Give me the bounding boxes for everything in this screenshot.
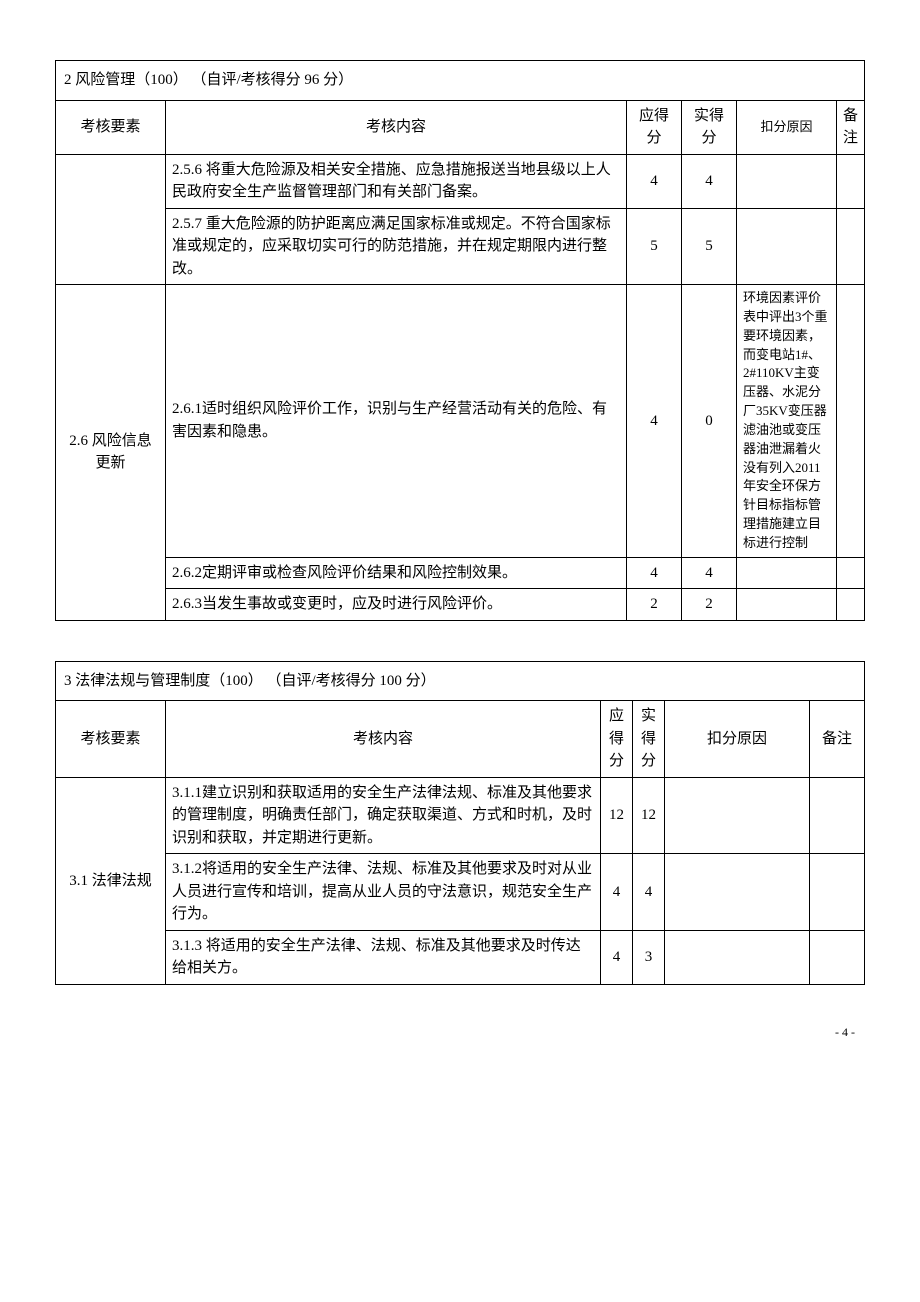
reason-cell (736, 154, 836, 208)
content-cell: 2.6.3当发生事故或变更时，应及时进行风险评价。 (166, 589, 627, 621)
reason-cell: 环境因素评价表中评出3个重要环境因素，而变电站1#、2#110KV主变压器、水泥… (736, 285, 836, 558)
header-should-score: 应得分 (626, 100, 681, 154)
header-actual-score: 实得分 (633, 701, 665, 778)
reason-cell (736, 589, 836, 621)
actual-score-cell: 0 (681, 285, 736, 558)
risk-management-table: 2 风险管理（100） （自评/考核得分 96 分） 考核要素 考核内容 应得分… (55, 60, 865, 621)
note-cell (836, 557, 864, 589)
content-cell: 2.5.6 将重大危险源及相关安全措施、应急措施报送当地县级以上人民政府安全生产… (166, 154, 627, 208)
reason-cell (736, 208, 836, 285)
header-reason: 扣分原因 (665, 701, 810, 778)
section-3-title: 3 法律法规与管理制度（100） （自评/考核得分 100 分） (56, 661, 865, 701)
header-actual-score: 实得分 (681, 100, 736, 154)
should-score-cell: 4 (601, 930, 633, 984)
should-score-cell: 2 (626, 589, 681, 621)
table-row: 3.1.2将适用的安全生产法律、法规、标准及其他要求及时对从业人员进行宣传和培训… (56, 854, 865, 931)
header-should-score: 应得分 (601, 701, 633, 778)
table-row: 2.6.2定期评审或检查风险评价结果和风险控制效果。 4 4 (56, 557, 865, 589)
note-cell (810, 777, 865, 854)
reason-cell (665, 777, 810, 854)
actual-score-cell: 12 (633, 777, 665, 854)
should-score-cell: 5 (626, 208, 681, 285)
content-cell: 3.1.1建立识别和获取适用的安全生产法律法规、标准及其他要求的管理制度，明确责… (166, 777, 601, 854)
should-score-cell: 4 (626, 285, 681, 558)
note-cell (836, 589, 864, 621)
content-cell: 2.6.2定期评审或检查风险评价结果和风险控制效果。 (166, 557, 627, 589)
note-cell (836, 154, 864, 208)
reason-cell (665, 854, 810, 931)
actual-score-cell: 4 (681, 154, 736, 208)
content-cell: 2.5.7 重大危险源的防护距离应满足国家标准或规定。不符合国家标准或规定的，应… (166, 208, 627, 285)
element-cell: 3.1 法律法规 (56, 777, 166, 984)
content-cell: 2.6.1适时组织风险评价工作，识别与生产经营活动有关的危险、有害因素和隐患。 (166, 285, 627, 558)
header-content: 考核内容 (166, 701, 601, 778)
should-score-cell: 4 (601, 854, 633, 931)
note-cell (810, 930, 865, 984)
header-note: 备注 (836, 100, 864, 154)
table-row: 3.1.3 将适用的安全生产法律、法规、标准及其他要求及时传达给相关方。 4 3 (56, 930, 865, 984)
element-cell: 2.6 风险信息更新 (56, 285, 166, 621)
reason-cell (736, 557, 836, 589)
should-score-cell: 12 (601, 777, 633, 854)
note-cell (836, 208, 864, 285)
header-note: 备注 (810, 701, 865, 778)
header-element: 考核要素 (56, 100, 166, 154)
section-2-title: 2 风险管理（100） （自评/考核得分 96 分） (56, 61, 865, 101)
should-score-cell: 4 (626, 557, 681, 589)
header-element: 考核要素 (56, 701, 166, 778)
actual-score-cell: 5 (681, 208, 736, 285)
actual-score-cell: 4 (681, 557, 736, 589)
content-cell: 3.1.3 将适用的安全生产法律、法规、标准及其他要求及时传达给相关方。 (166, 930, 601, 984)
table-row: 2.6 风险信息更新 2.6.1适时组织风险评价工作，识别与生产经营活动有关的危… (56, 285, 865, 558)
actual-score-cell: 3 (633, 930, 665, 984)
actual-score-cell: 2 (681, 589, 736, 621)
content-cell: 3.1.2将适用的安全生产法律、法规、标准及其他要求及时对从业人员进行宣传和培训… (166, 854, 601, 931)
element-cell (56, 154, 166, 285)
header-content: 考核内容 (166, 100, 627, 154)
should-score-cell: 4 (626, 154, 681, 208)
note-cell (836, 285, 864, 558)
table-row: 2.6.3当发生事故或变更时，应及时进行风险评价。 2 2 (56, 589, 865, 621)
table-row: 3.1 法律法规 3.1.1建立识别和获取适用的安全生产法律法规、标准及其他要求… (56, 777, 865, 854)
header-reason: 扣分原因 (736, 100, 836, 154)
table-row: 2.5.6 将重大危险源及相关安全措施、应急措施报送当地县级以上人民政府安全生产… (56, 154, 865, 208)
reason-cell (665, 930, 810, 984)
page-number: - 4 - (55, 1025, 865, 1040)
laws-regulations-table: 3 法律法规与管理制度（100） （自评/考核得分 100 分） 考核要素 考核… (55, 661, 865, 985)
note-cell (810, 854, 865, 931)
table-row: 2.5.7 重大危险源的防护距离应满足国家标准或规定。不符合国家标准或规定的，应… (56, 208, 865, 285)
actual-score-cell: 4 (633, 854, 665, 931)
